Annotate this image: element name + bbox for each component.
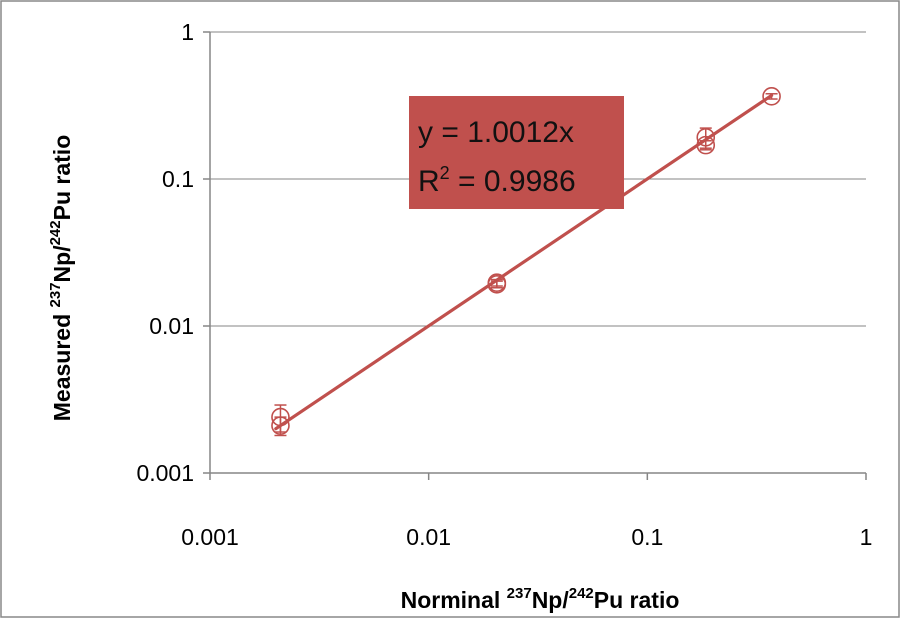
data-point (487, 273, 507, 293)
y-tick-label: 0.001 (136, 460, 194, 486)
r-squared-label: R2 = 0.9986 (418, 163, 576, 198)
x-tick-label: 0.1 (631, 524, 663, 550)
x-tick-label: 1 (860, 524, 873, 550)
data-point (762, 87, 781, 106)
trendline (274, 93, 774, 431)
y-tick-label: 1 (181, 19, 194, 45)
x-tick-label: 0.001 (181, 524, 239, 550)
y-axis-title: Measured 237Np/242Pu ratio (47, 135, 75, 422)
data-points-layer (271, 87, 781, 437)
x-axis-title: Norminal 237Np/242Pu ratio (401, 585, 680, 613)
trendline-equation-box: y = 1.0012x R2 = 0.9986 (409, 96, 624, 209)
trendline-layer (274, 93, 774, 431)
x-tick-label: 0.01 (406, 524, 451, 550)
equation-box-background (409, 96, 624, 209)
y-tick-label: 0.01 (149, 313, 194, 339)
trendline-equation: y = 1.0012x (418, 116, 574, 149)
data-point (696, 128, 716, 147)
y-tick-label: 0.1 (162, 166, 194, 192)
tick-layer: 0.001 0.01 0.1 1 0.001 0.01 0.1 1 (136, 19, 872, 550)
data-point (271, 407, 290, 427)
